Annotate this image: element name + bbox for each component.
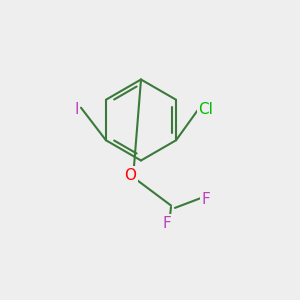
Text: Cl: Cl xyxy=(198,102,213,117)
Text: F: F xyxy=(201,192,210,207)
Text: I: I xyxy=(74,102,79,117)
Text: F: F xyxy=(162,216,171,231)
Text: O: O xyxy=(124,168,136,183)
